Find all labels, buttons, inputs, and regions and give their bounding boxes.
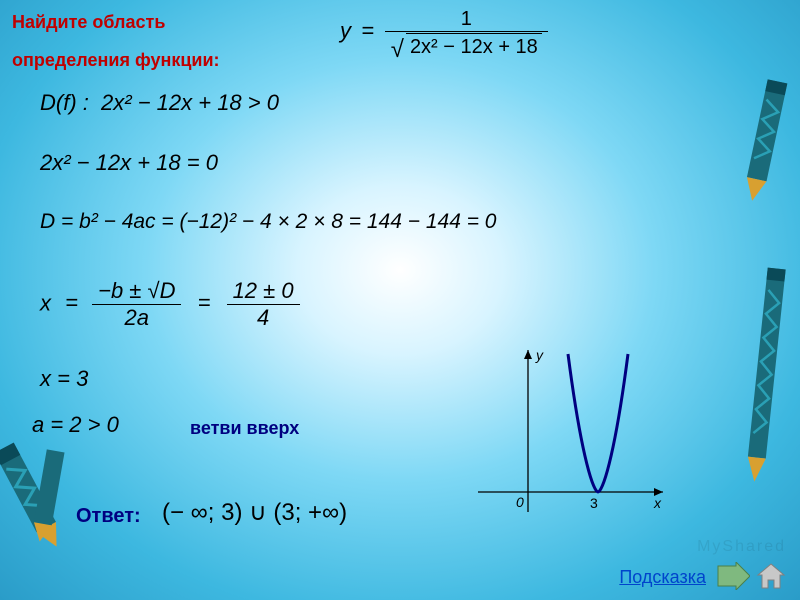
task-line1: Найдите область xyxy=(12,12,165,33)
work-line-1: D(f) : 2x² − 12x + 18 > 0 xyxy=(40,90,279,116)
chart-vertex-label: 3 xyxy=(590,495,598,511)
task-line2: определения функции: xyxy=(12,50,220,71)
answer-value: (− ∞; 3) ∪ (3; +∞) xyxy=(162,498,347,527)
eq-numerator: 1 xyxy=(385,8,548,32)
chart-origin-label: 0 xyxy=(516,494,524,510)
work-line-3: D = b² − 4ac = (−12)² − 4 × 2 × 8 = 144 … xyxy=(40,210,496,234)
main-equation: y = 1 √2x² − 12x + 18 xyxy=(340,8,620,60)
chart-x-label: x xyxy=(653,495,662,511)
crayon-decoration-left xyxy=(0,420,76,560)
eq-lhs: y xyxy=(340,18,351,43)
eq-radicand: 2x² − 12x + 18 xyxy=(406,33,542,58)
work-line-5: x = 3 xyxy=(40,366,88,392)
parabola-chart: 0 x y 3 xyxy=(468,342,668,522)
answer-label: Ответ: xyxy=(76,505,141,528)
hint-link[interactable]: Подсказка xyxy=(619,567,706,588)
crayon-decoration-top-right xyxy=(736,70,792,220)
chart-y-label: y xyxy=(535,347,544,363)
next-button[interactable] xyxy=(716,562,750,590)
work-line-2: 2x² − 12x + 18 = 0 xyxy=(40,150,218,176)
home-button[interactable] xyxy=(754,562,788,590)
parabola-curve xyxy=(568,354,628,492)
work-line-4: x = −b ± √D 2a = 12 ± 0 4 xyxy=(40,278,300,331)
crayon-decoration-mid-right xyxy=(742,260,788,500)
branches-label: ветви вверх xyxy=(190,418,299,439)
watermark: MyShared xyxy=(697,538,786,556)
